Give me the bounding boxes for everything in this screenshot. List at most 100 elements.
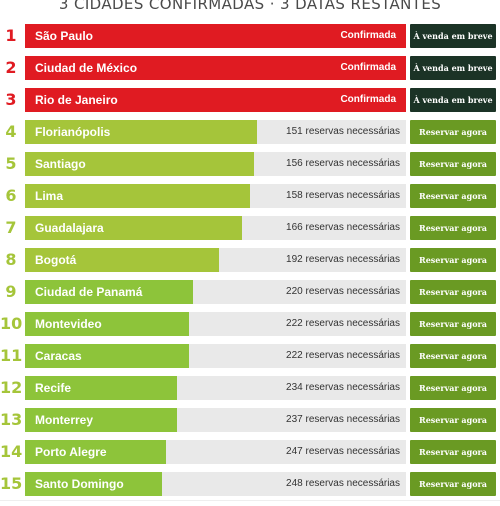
rank-number: 15 — [0, 474, 23, 493]
city-row: 12 Recife 234 reservas necessárias Reservar… — [0, 376, 500, 408]
city-name: Bogotá — [35, 253, 77, 267]
reservations-needed: 166 reservas necessárias — [286, 222, 400, 233]
progress-bar: Santo Domingo 248 reservas necessárias — [25, 472, 406, 496]
confirmed-bar: Ciudad de México Confirmada — [25, 56, 406, 80]
progress-bar: Bogotá 192 reservas necessárias — [25, 248, 406, 272]
rank-number: 9 — [5, 282, 17, 301]
reservations-needed: 192 reservas necessárias — [286, 254, 400, 265]
reserve-now-button[interactable]: Reservar agora — [410, 472, 496, 496]
city-name: Santiago — [35, 157, 86, 171]
city-ranking-list: 1 São Paulo Confirmada À venda em breve 2 Ciu… — [0, 24, 500, 504]
rank-number: 8 — [5, 250, 17, 269]
progress-fill — [25, 216, 243, 240]
progress-fill — [25, 440, 166, 464]
reserve-now-button[interactable]: Reservar agora — [410, 248, 496, 272]
reservations-needed: 222 reservas necessárias — [286, 350, 400, 361]
progress-fill — [25, 312, 189, 336]
progress-fill — [25, 184, 250, 208]
city-name: Monterrey — [35, 413, 94, 427]
reservations-needed: 237 reservas necessárias — [286, 414, 400, 425]
reserve-now-button[interactable]: Reservar agora — [410, 152, 496, 176]
reserve-now-button[interactable]: Reservar agora — [410, 216, 496, 240]
status-badge: Confirmada — [340, 30, 396, 41]
progress-bar: Lima 158 reservas necessárias — [25, 184, 406, 208]
progress-bar: Guadalajara 166 reservas necessárias — [25, 216, 406, 240]
reserve-now-button[interactable]: Reservar agora — [410, 440, 496, 464]
rank-number: 5 — [5, 154, 17, 173]
city-name: Ciudad de México — [35, 61, 138, 75]
city-name: Florianópolis — [35, 125, 111, 139]
city-row: 2 Ciudad de México Confirmada À venda em br… — [0, 56, 500, 88]
progress-fill — [25, 248, 220, 272]
coming-soon-button[interactable]: À venda em breve — [410, 88, 496, 112]
status-badge: Confirmada — [340, 94, 396, 105]
progress-fill — [25, 120, 258, 144]
progress-bar: Florianópolis 151 reservas necessárias — [25, 120, 406, 144]
progress-fill — [25, 24, 406, 48]
rank-number: 3 — [5, 90, 17, 109]
reserve-now-button[interactable]: Reservar agora — [410, 312, 496, 336]
rank-number: 13 — [0, 410, 23, 429]
rank-number: 2 — [5, 58, 17, 77]
progress-bar: Caracas 222 reservas necessárias — [25, 344, 406, 368]
city-row: 8 Bogotá 192 reservas necessárias Reservar … — [0, 248, 500, 280]
progress-fill — [25, 280, 193, 304]
city-name: Guadalajara — [35, 221, 104, 235]
progress-fill — [25, 376, 178, 400]
coming-soon-button[interactable]: À venda em breve — [410, 56, 496, 80]
confirmed-bar: São Paulo Confirmada — [25, 24, 406, 48]
reservations-needed: 158 reservas necessárias — [286, 190, 400, 201]
page-title-text: 3 CIDADES CONFIRMADAS · 3 DATAS RESTANTE… — [58, 0, 442, 13]
progress-fill — [25, 344, 189, 368]
reservations-needed: 248 reservas necessárias — [286, 478, 400, 489]
city-name: Lima — [35, 189, 64, 203]
rank-number: 6 — [5, 186, 17, 205]
reserve-now-button[interactable]: Reservar agora — [410, 408, 496, 432]
city-name: Recife — [35, 381, 72, 395]
reservations-needed: 220 reservas necessárias — [286, 286, 400, 297]
progress-bar: Ciudad de Panamá 220 reservas necessárias — [25, 280, 406, 304]
city-row: 13 Monterrey 237 reservas necessárias Reser… — [0, 408, 500, 440]
city-row: 15 Santo Domingo 248 reservas necessárias R… — [0, 472, 500, 504]
reserve-now-button[interactable]: Reservar agora — [410, 376, 496, 400]
reservations-needed: 222 reservas necessárias — [286, 318, 400, 329]
progress-fill — [25, 88, 406, 112]
city-name: Santo Domingo — [35, 477, 124, 491]
rank-number: 10 — [0, 314, 23, 333]
city-name: Caracas — [35, 349, 82, 363]
city-row: 10 Montevideo 222 reservas necessárias Rese… — [0, 312, 500, 344]
reserve-now-button[interactable]: Reservar agora — [410, 184, 496, 208]
rank-number: 1 — [5, 26, 17, 45]
city-name: Rio de Janeiro — [35, 93, 118, 107]
reservations-needed: 156 reservas necessárias — [286, 158, 400, 169]
city-name: Porto Alegre — [35, 445, 107, 459]
progress-bar: Montevideo 222 reservas necessárias — [25, 312, 406, 336]
progress-bar: Porto Alegre 247 reservas necessárias — [25, 440, 406, 464]
progress-bar: Santiago 156 reservas necessárias — [25, 152, 406, 176]
city-name: Montevideo — [35, 317, 102, 331]
coming-soon-button[interactable]: À venda em breve — [410, 24, 496, 48]
rank-number: 14 — [0, 442, 23, 461]
city-row: 7 Guadalajara 166 reservas necessárias Rese… — [0, 216, 500, 248]
city-row: 11 Caracas 222 reservas necessárias Reserva… — [0, 344, 500, 376]
city-row: 1 São Paulo Confirmada À venda em breve — [0, 24, 500, 56]
reserve-now-button[interactable]: Reservar agora — [410, 120, 496, 144]
reserve-now-button[interactable]: Reservar agora — [410, 280, 496, 304]
city-row: 14 Porto Alegre 247 reservas necessárias Re… — [0, 440, 500, 472]
city-row: 4 Florianópolis 151 reservas necessárias Re… — [0, 120, 500, 152]
reservations-needed: 151 reservas necessárias — [286, 126, 400, 137]
progress-bar: Monterrey 237 reservas necessárias — [25, 408, 406, 432]
bottom-divider — [0, 500, 500, 501]
rank-number: 11 — [0, 346, 23, 365]
reservations-needed: 234 reservas necessárias — [286, 382, 400, 393]
progress-fill — [25, 408, 178, 432]
confirmed-bar: Rio de Janeiro Confirmada — [25, 88, 406, 112]
city-row: 5 Santiago 156 reservas necessárias Reserva… — [0, 152, 500, 184]
rank-number: 4 — [5, 122, 17, 141]
city-name: Ciudad de Panamá — [35, 285, 143, 299]
city-row: 3 Rio de Janeiro Confirmada À venda em brev… — [0, 88, 500, 120]
reserve-now-button[interactable]: Reservar agora — [410, 344, 496, 368]
city-name: São Paulo — [35, 29, 94, 43]
progress-fill — [25, 472, 163, 496]
status-badge: Confirmada — [340, 62, 396, 73]
